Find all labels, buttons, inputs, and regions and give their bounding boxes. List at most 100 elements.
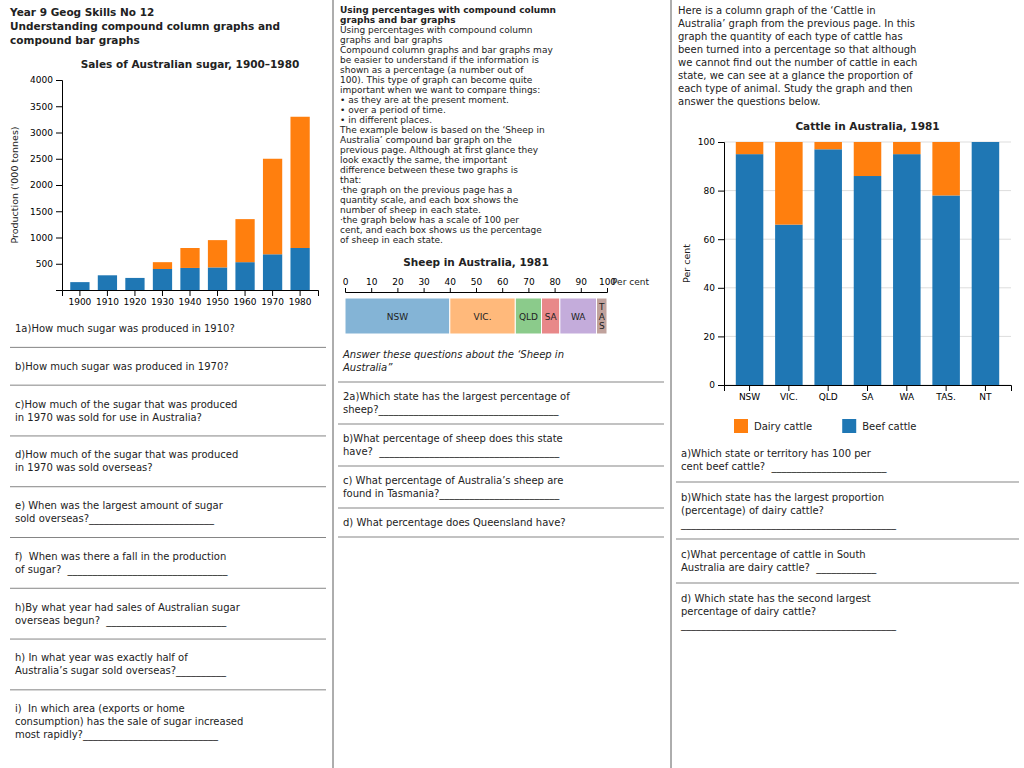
marks [345,298,607,334]
tick-label: 50 [471,277,483,287]
separator [10,435,326,436]
tick-label: 60 [497,277,509,287]
chart-title: Cattle in Australia, 1981 [795,120,939,132]
question: Australia are dairy cattle? ____________ [681,562,877,574]
series [345,298,450,334]
tick: 10 [366,277,378,292]
series [542,298,560,334]
page-title: Understanding compound column graphs and [10,20,280,32]
body-text: be easier to understand if the informati… [340,55,539,65]
tick-mark [272,290,273,296]
series [736,142,999,385]
series [515,298,541,334]
tick-mark [217,290,218,296]
legend-swatch [842,419,856,433]
tick-label: 3000 [30,128,53,138]
bar [290,117,309,248]
body-text: ·the graph below has a scale of 100 per [340,215,519,225]
question: h) In what year was exactly half of [15,652,188,663]
tick-label: WA [900,392,915,402]
tick: 3000 [30,128,62,138]
separator [676,583,1019,584]
tick: 70 [523,277,535,292]
tick: 1980 [289,290,312,307]
body-text: Using percentages with compound column [340,25,532,35]
question: have? __________________________________… [343,446,560,458]
axis-line [718,143,725,386]
tick: 40 [445,277,457,292]
axis-line [56,81,63,291]
tick-mark [718,142,724,143]
tick: 0 [709,380,724,390]
tick-label: 1900 [68,297,91,307]
separator [338,508,664,509]
question: consumption) has the sale of sugar incre… [15,716,243,727]
bar [208,267,227,290]
tick-label: VIC. [780,392,798,402]
bar [814,142,842,149]
heading: graphs and bar graphs [340,15,456,25]
tick-mark [245,290,246,296]
question: in 1970 was sold for use in Australia? [15,412,202,423]
body-text: Compound column graphs and bar graphs ma… [340,45,553,55]
question: f) When was there a fall in the producti… [15,551,226,562]
chart-title: Sales of Australian sugar, 1900–1980 [81,58,300,70]
tick-mark [56,211,62,212]
question: cent beef cattle? ______________________… [681,461,888,473]
tick-mark [528,288,529,292]
separator [338,466,664,467]
chart-title: Sheep in Australia, 1981 [403,256,548,268]
tick-label: 40 [445,277,457,287]
question: (percentage) of dairy cattle? [681,505,824,516]
separator [10,588,326,589]
question: ________________________________________… [680,518,897,530]
marks [736,142,999,385]
question: b)What percentage of sheep does this sta… [343,433,563,444]
tick: NSW [739,385,760,402]
question: of sugar? ______________________________… [15,564,229,576]
question: c)What percentage of cattle in South [681,549,866,560]
bar [153,269,172,290]
bar [775,225,803,385]
question: i) In which area (exports or home [15,703,185,714]
bar [736,142,764,154]
tick: 80 [549,277,561,292]
question: Answer these questions about the ‘Sheep … [342,349,564,360]
tick-label: 20 [392,277,404,287]
series [736,142,960,225]
question: d) Which state has the second largest [681,593,871,604]
tick-mark [56,264,62,265]
grid [724,142,1011,385]
question: percentage of dairy cattle? [681,606,816,617]
axis-title: Production ('000 tonnes) [9,126,20,243]
page-title: Year 9 Geog Skills No 12 [9,6,154,18]
question: Australia” [342,362,393,373]
axis-title: Per cent [681,244,692,283]
tick: 30 [418,277,430,292]
body-text: each type of animal. Study the graph and… [678,83,913,94]
tick: TAS. [935,385,956,402]
tick: 60 [497,277,509,292]
bar [814,149,842,385]
tick: 1950 [206,290,229,307]
body-text: state, we can see at a glance the propor… [678,70,913,81]
bar [125,277,144,278]
body-text: graphs and bar graphs [340,35,443,45]
tick-mark [56,185,62,186]
tick-label: 100 [698,137,715,147]
body-text: Australia’ compound bar graph on the [340,135,512,145]
separator [676,539,1019,540]
tick-mark [476,288,477,292]
marks [70,117,309,290]
bar [932,142,960,195]
tick: 60 [704,235,724,245]
bar [153,262,172,269]
question: d)How much of the sugar that was produce… [15,449,238,460]
tick-mark [79,290,80,296]
tick-mark [906,385,907,391]
separator [676,482,1019,483]
body-text: we cannot find out the number of cattle … [678,57,917,68]
tick-mark [502,288,503,292]
bar [515,298,541,334]
legend-entry: Beef cattle [862,421,916,432]
